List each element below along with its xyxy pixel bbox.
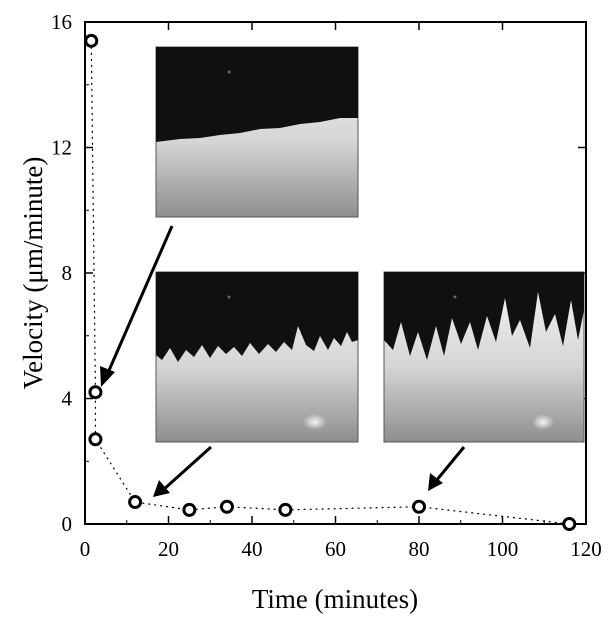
y-tick-label: 8 [62,261,73,285]
arrow-flat-front-head [100,366,115,387]
data-points [84,33,577,531]
x-tick-label: 20 [158,537,179,561]
x-tick-label: 60 [325,537,346,561]
series-dotted-line [90,40,570,525]
data-point [88,385,103,400]
inset-flat-front [155,46,359,218]
arrow-rough-front [161,445,213,492]
x-tick-label: 120 [570,537,602,561]
x-tick-label: 40 [242,537,263,561]
data-point [84,33,99,48]
y-tick-label: 12 [51,136,72,160]
x-tick-label: 80 [409,537,430,561]
y-axis-title: Velocity (μm/minute) [18,157,48,390]
arrow-fingered-front-head [428,473,443,491]
data-point [219,499,234,514]
axis-ticks: 0 20 40 60 80 100 120 0 4 8 12 16 [51,10,602,561]
arrow-fingered-front [434,446,466,482]
x-tick-label: 100 [487,537,519,561]
arrow-rough-front-head [153,480,170,497]
x-tick-label: 0 [80,537,91,561]
arrow-flat-front [105,225,174,376]
data-point [88,432,103,447]
inset-rough-front [155,271,359,443]
data-point [182,502,197,517]
y-tick-label: 16 [51,10,72,34]
x-axis-title: Time (minutes) [252,584,418,614]
data-point [128,495,143,510]
data-point [278,502,293,517]
inset-fingered-front [383,271,585,443]
inset-arrows [100,225,466,497]
data-point [562,517,577,531]
y-tick-label: 0 [62,512,73,536]
y-tick-label: 4 [62,387,73,411]
data-point [412,499,426,514]
